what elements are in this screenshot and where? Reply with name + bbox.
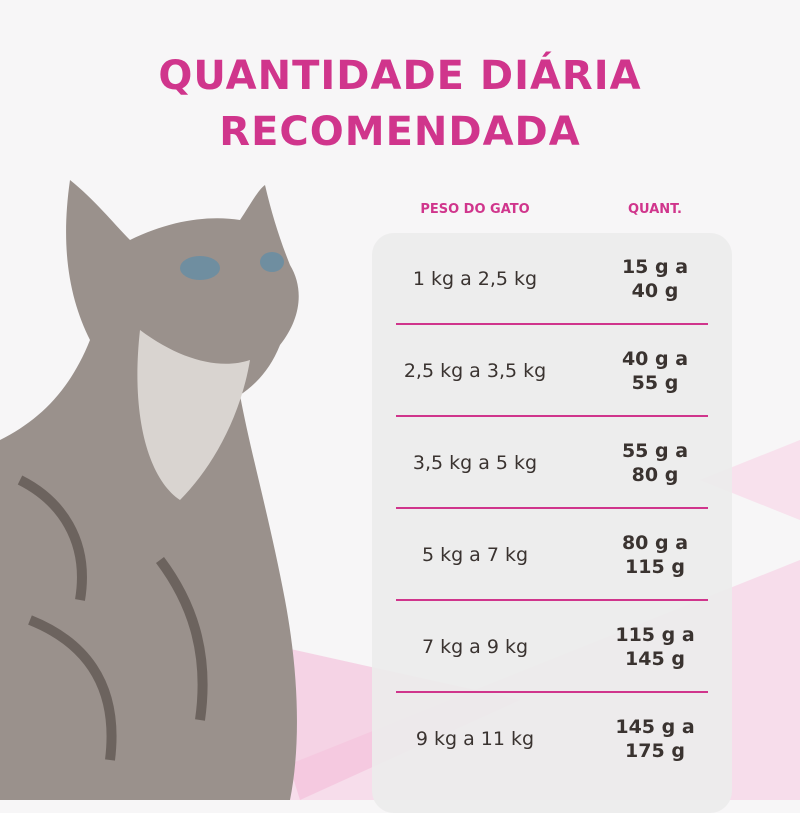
table-row: 7 kg a 9 kg 115 g a 145 g xyxy=(372,601,732,693)
table-row: 3,5 kg a 5 kg 55 g a 80 g xyxy=(372,417,732,509)
weight-cell: 2,5 kg a 3,5 kg xyxy=(403,360,547,382)
table-row: 9 kg a 11 kg 145 g a 175 g xyxy=(372,693,732,785)
header-weight: PESO DO GATO xyxy=(420,202,530,217)
quantity-cell: 55 g a 80 g xyxy=(621,440,689,486)
table-row: 2,5 kg a 3,5 kg 40 g a 55 g xyxy=(372,325,732,417)
title-line-2: RECOMENDADA xyxy=(219,109,581,155)
feeding-table: 1 kg a 2,5 kg 15 g a 40 g 2,5 kg a 3,5 kg… xyxy=(372,233,732,813)
header-quantity: QUANT. xyxy=(628,202,682,217)
quantity-cell: 40 g a 55 g xyxy=(621,348,689,394)
row-divider xyxy=(396,323,708,325)
title-line-1: QUANTIDADE DIÁRIA xyxy=(158,53,642,99)
row-divider xyxy=(396,599,708,601)
page-title: QUANTIDADE DIÁRIA RECOMENDADA xyxy=(0,48,800,160)
quantity-cell: 15 g a 40 g xyxy=(621,256,689,302)
weight-cell: 9 kg a 11 kg xyxy=(415,728,535,750)
quantity-cell: 80 g a 115 g xyxy=(621,532,689,578)
weight-cell: 7 kg a 9 kg xyxy=(421,636,529,658)
weight-cell: 3,5 kg a 5 kg xyxy=(412,452,538,474)
weight-cell: 5 kg a 7 kg xyxy=(421,544,529,566)
cat-photo xyxy=(0,180,299,800)
table-row: 1 kg a 2,5 kg 15 g a 40 g xyxy=(372,233,732,325)
quantity-cell: 115 g a 145 g xyxy=(615,624,695,670)
weight-cell: 1 kg a 2,5 kg xyxy=(412,268,538,290)
quantity-cell: 145 g a 175 g xyxy=(615,716,695,762)
row-divider xyxy=(396,507,708,509)
row-divider xyxy=(396,691,708,693)
table-row: 5 kg a 7 kg 80 g a 115 g xyxy=(372,509,732,601)
row-divider xyxy=(396,415,708,417)
